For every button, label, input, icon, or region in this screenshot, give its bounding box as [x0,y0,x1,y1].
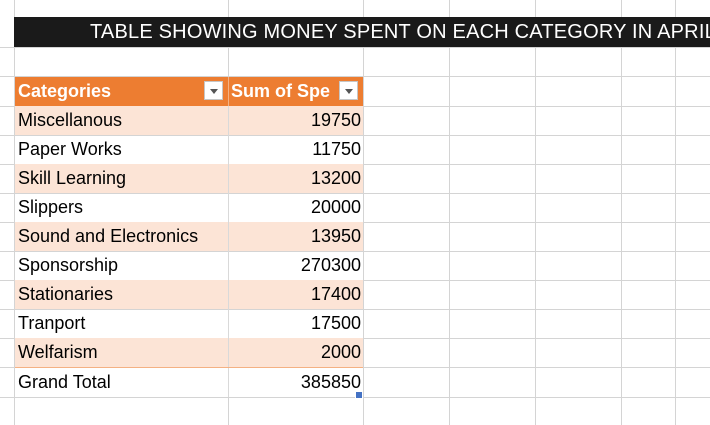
value-cell[interactable]: 17500 [310,313,361,333]
table-row[interactable]: Welfarism 2000 [15,338,363,367]
grid-line [0,135,710,136]
grid-line [0,76,710,77]
title-text: TABLE SHOWING MONEY SPENT ON EACH CATEGO… [90,21,710,43]
column-separator [228,106,229,135]
grid-line [675,0,676,425]
grand-total-label[interactable]: Grand Total [18,372,111,392]
table-row[interactable]: Paper Works 11750 [15,135,363,164]
pivot-header-row[interactable]: Categories Sum of Spe [15,77,363,106]
value-cell[interactable]: 2000 [320,342,361,362]
column-separator [228,368,229,397]
grid-line [0,309,710,310]
column-separator [228,135,229,164]
column-separator [228,193,229,222]
table-row[interactable]: Sound and Electronics 13950 [15,222,363,251]
category-cell[interactable]: Skill Learning [18,168,127,188]
category-cell[interactable]: Sponsorship [18,255,119,275]
table-row[interactable]: Stationaries 17400 [15,280,363,309]
value-cell[interactable]: 17400 [310,284,361,304]
column-separator [228,338,229,367]
grid-line [535,0,536,425]
table-row[interactable]: Slippers 20000 [15,193,363,222]
grid-line [14,0,15,425]
value-cell[interactable]: 270300 [300,255,361,275]
grid-line [0,193,710,194]
grid-line [0,251,710,252]
grid-line [0,47,710,48]
column-separator [228,77,229,106]
category-cell[interactable]: Miscellanous [18,110,123,130]
grid-line [363,0,364,425]
grid-line [449,0,450,425]
value-cell[interactable]: 13200 [310,168,361,188]
grid-line [621,0,622,425]
table-row[interactable]: Miscellanous 19750 [15,106,363,135]
grand-total-value[interactable]: 385850 [300,372,361,392]
column-separator [228,280,229,309]
table-row[interactable]: Tranport 17500 [15,309,363,338]
category-cell[interactable]: Welfarism [18,342,98,362]
title-banner[interactable]: TABLE SHOWING MONEY SPENT ON EACH CATEGO… [14,17,710,47]
category-cell[interactable]: Stationaries [18,284,114,304]
value-cell[interactable]: 20000 [310,197,361,217]
category-cell[interactable]: Sound and Electronics [18,226,199,246]
category-cell[interactable]: Tranport [18,313,86,333]
column-separator [228,164,229,193]
column-separator [228,251,229,280]
grand-total-row[interactable]: Grand Total 385850 [15,367,363,397]
category-cell[interactable]: Slippers [18,197,84,217]
fill-handle[interactable] [355,391,363,399]
value-cell[interactable]: 13950 [310,226,361,246]
table-row[interactable]: Sponsorship 270300 [15,251,363,280]
filter-dropdown-icon[interactable] [204,81,223,100]
pivot-table[interactable]: Categories Sum of Spe Miscellanous 19750… [15,77,363,397]
column-separator [228,309,229,338]
header-categories[interactable]: Categories [18,81,112,101]
category-cell[interactable]: Paper Works [18,139,122,159]
column-separator [228,222,229,251]
value-cell[interactable]: 19750 [310,110,361,130]
filter-dropdown-icon[interactable] [339,81,358,100]
table-row[interactable]: Skill Learning 13200 [15,164,363,193]
header-sum-of-spent[interactable]: Sum of Spe [231,81,331,101]
value-cell[interactable]: 11750 [312,139,361,159]
